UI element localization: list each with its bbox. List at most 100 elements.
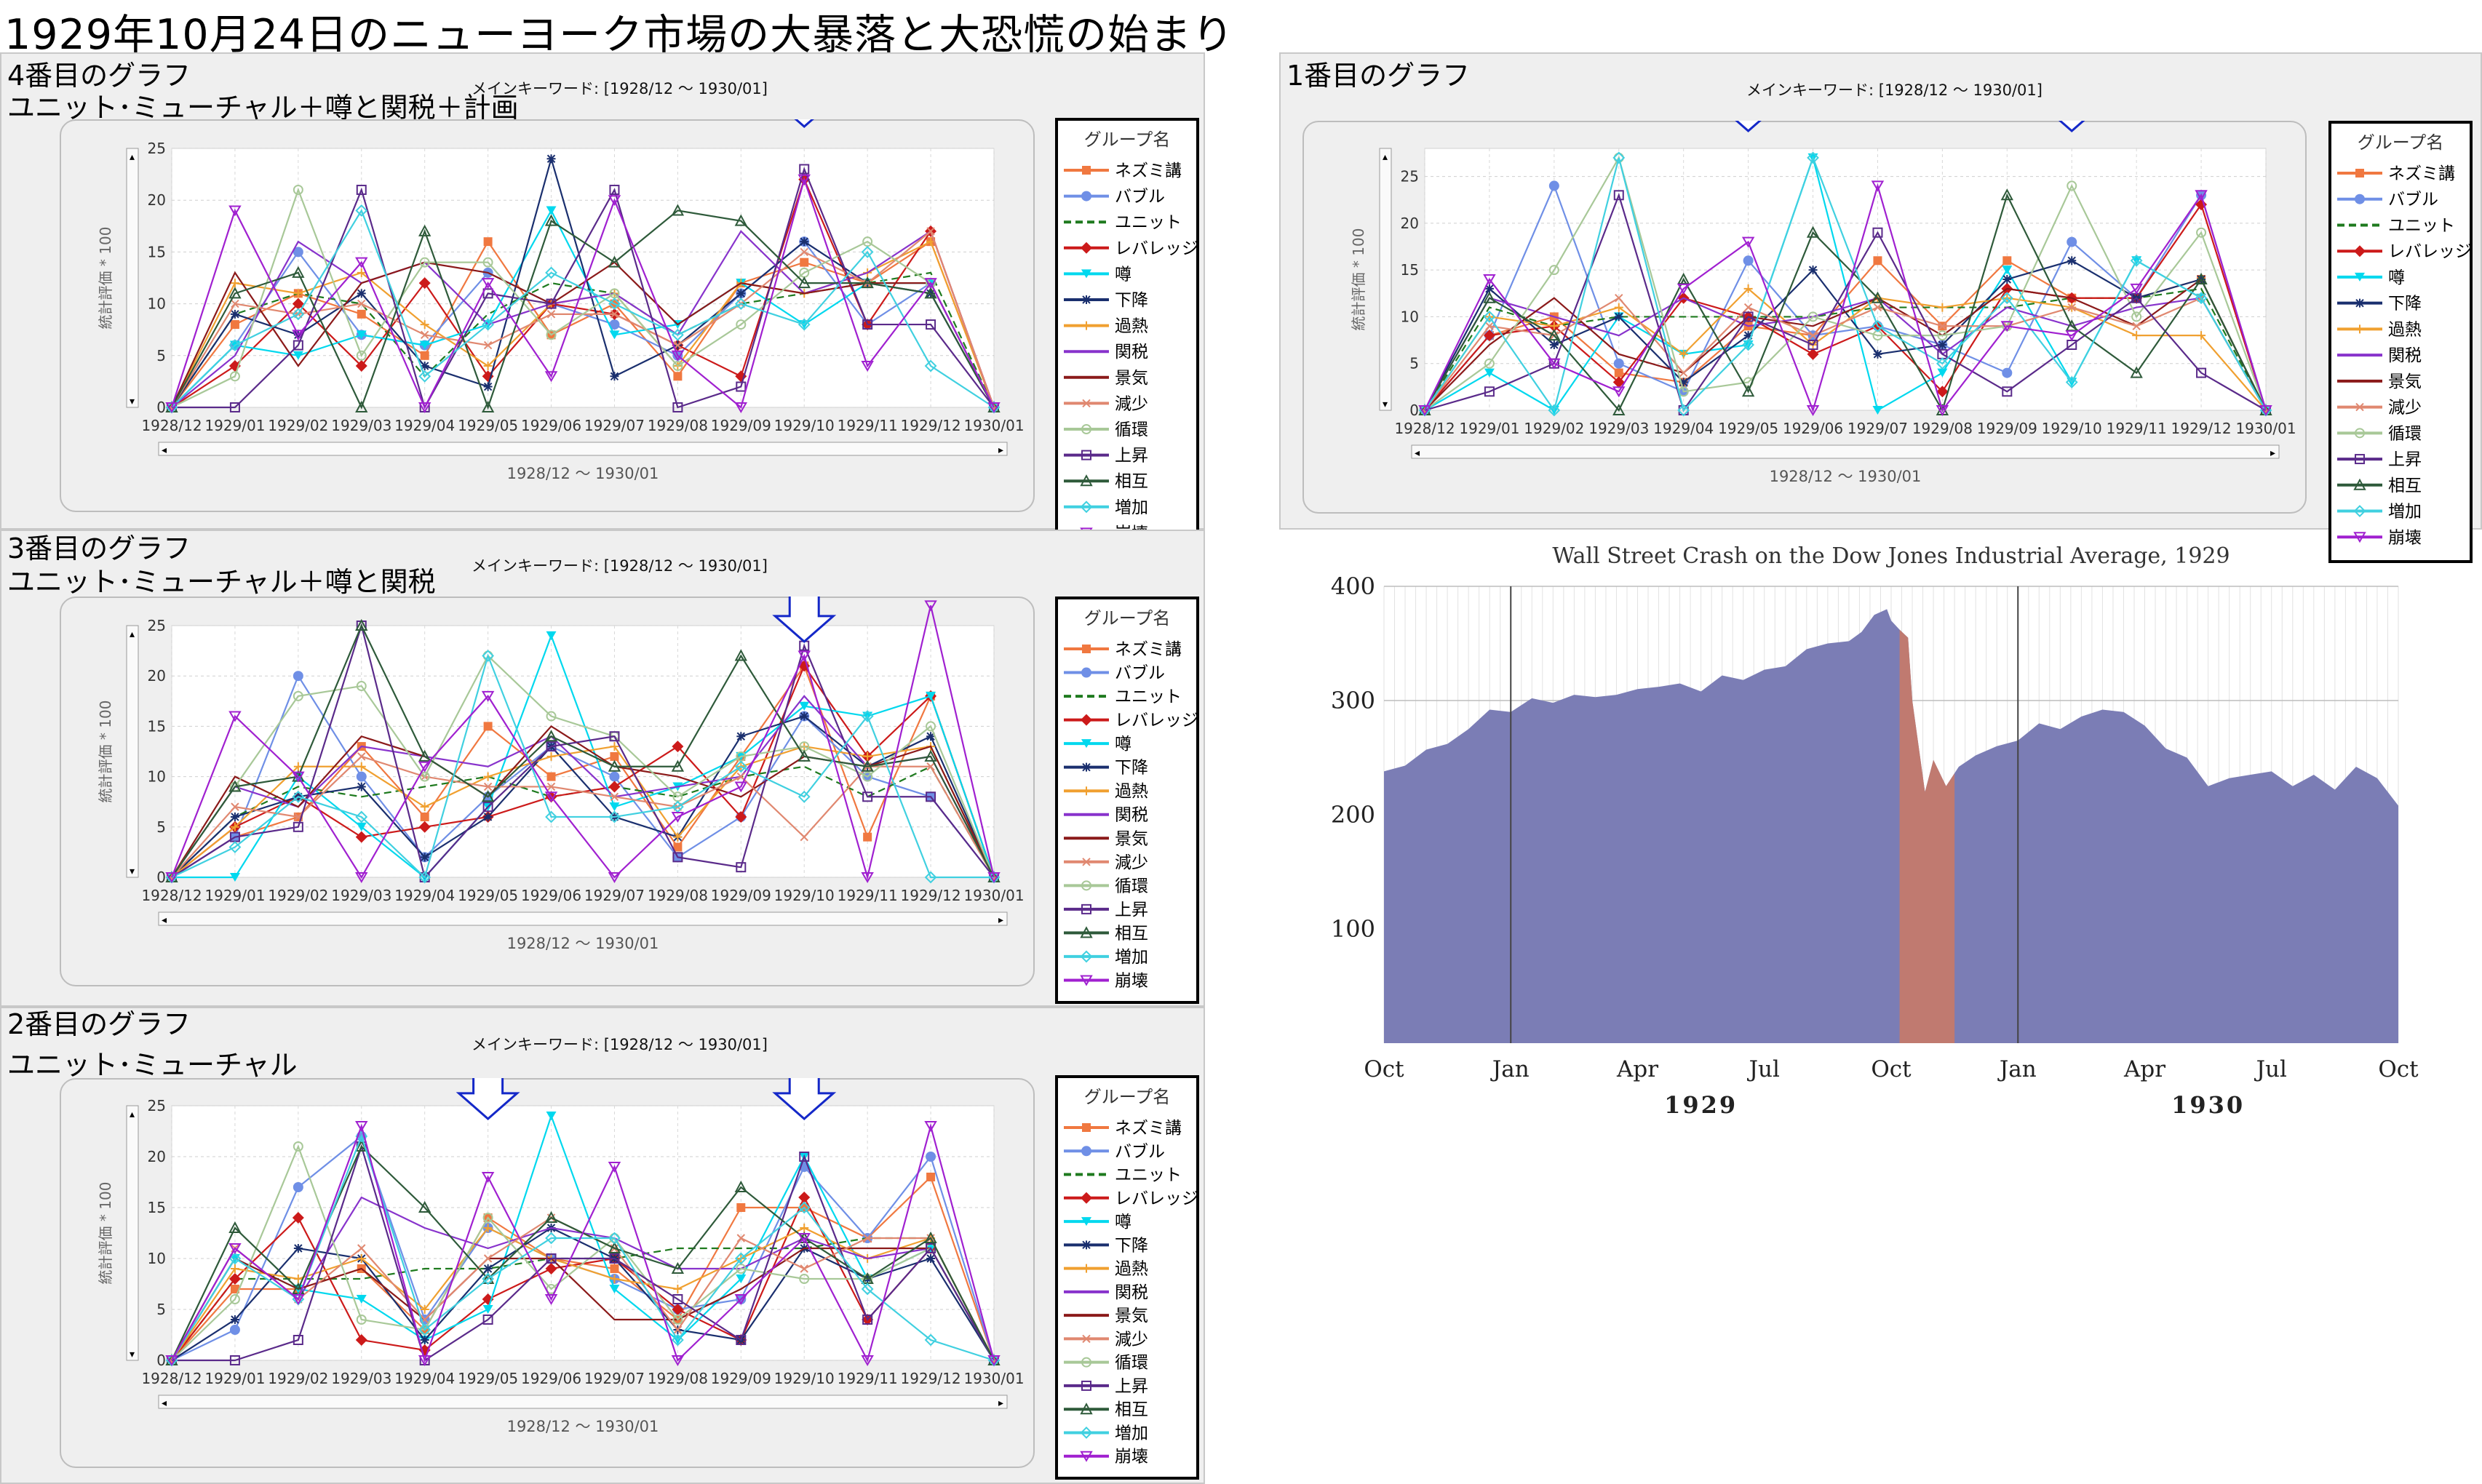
data-point [608,781,621,793]
data-point [483,237,493,247]
data-point [861,872,874,883]
data-point [482,318,495,331]
scroll-right-icon: ▸ [998,914,1003,926]
data-point [799,701,810,711]
scroll-right-icon: ▸ [2270,447,2275,459]
data-point [1679,378,1688,387]
series-line [171,1237,995,1361]
panel-graph-1: 1番目のグラフ メインキーワード: [1928/12 〜 1930/01] 0 5… [1279,52,2482,563]
data-point [736,1203,746,1212]
x-tick-label: 1928/12 [141,887,202,904]
data-point [420,1336,429,1344]
data-point [734,1252,747,1265]
data-point [1742,338,1755,351]
legend-item: 循環 [2337,424,2422,443]
data-point [1806,226,1820,238]
data-point [1082,1123,1091,1132]
series-line [1424,183,2267,413]
series-崩壊 [165,600,1001,883]
data-point [2353,532,2366,543]
data-point [608,1162,621,1173]
data-point [356,330,367,340]
x-tick-label: 1929/05 [458,887,518,904]
legend-label: 下降 [1115,759,1148,778]
x-tick-label: 1929/07 [584,1370,645,1387]
legend-item: 循環 [1064,1354,1148,1373]
legend-item: ネズミ講 [1064,640,1182,659]
data-point [1743,311,1754,322]
scroll-left-icon: ◂ [162,914,167,926]
data-point [228,711,242,722]
series-line [171,1122,995,1363]
data-point [736,862,747,873]
data-point [293,184,303,195]
legend-label: 増加 [1115,498,1148,517]
data-point [357,762,366,771]
data-point [862,791,873,802]
data-point [355,1334,367,1346]
legend-label: レバレッジ [2388,242,2470,261]
data-point [292,790,305,803]
x-tick-label: 1929/02 [268,887,328,904]
x-tick-label: 1929/11 [838,417,898,434]
data-point [165,1355,178,1366]
series-line [1424,156,2267,411]
data-point [483,812,493,821]
data-point [735,810,747,823]
series-関税 [1424,297,2267,411]
data-point [1743,255,1754,266]
series-line [1424,192,2267,412]
data-point [1741,236,1755,248]
data-point [1484,358,1495,369]
data-point [671,350,685,362]
data-point [356,1315,367,1325]
data-point [926,227,935,236]
data-point [293,690,303,701]
legend-label: ユニット [1115,213,1182,232]
data-point [734,1294,748,1305]
y-axis-label: 統計評価 * 100 [97,227,114,330]
data-point [609,731,620,742]
data-point [1872,227,1883,238]
data-point [355,204,368,217]
panel-subtitle: ユニット･ミューチャル＋噂と関税＋計画 [7,92,519,124]
data-point [357,1244,366,1253]
legend-label: ユニット [2388,216,2455,235]
data-point [544,730,558,742]
data-point [987,1355,1001,1366]
y-scrollbar [126,148,139,408]
data-point [1614,303,1623,312]
main-keyword: メインキーワード: [1928/12 〜 1930/01] [472,557,768,575]
series-line [172,1144,995,1362]
year-label: 1929 [1664,1091,1738,1119]
data-point [293,1182,303,1192]
x-tick-label: Jul [2254,1056,2287,1082]
data-point [1082,1264,1091,1273]
x-tick-label: 1929/09 [711,887,771,904]
data-point [545,1263,557,1274]
x-tick-label: Apr [2123,1056,2165,1082]
data-point [861,1282,874,1296]
data-point [609,771,620,782]
data-point [1081,667,1091,678]
legend-label: 上昇 [1115,1377,1148,1396]
data-point [546,631,557,640]
series-line [171,210,995,410]
data-point [1080,500,1093,514]
legend-item: 下降 [1064,1236,1148,1255]
x-tick-label: 1928/12 [141,417,202,434]
series-line [1424,193,2267,412]
series-ユニット [171,1237,995,1361]
y-tick-label: 15 [1401,261,1419,279]
legend-label: 減少 [2388,399,2422,418]
legend-item: バブル [1064,1142,1165,1161]
x-tick-label: 1929/10 [774,417,835,434]
data-point [546,1253,557,1264]
y-tick-label: 0 [156,869,166,886]
data-point [2355,169,2364,177]
data-point [1081,424,1091,434]
series-line [1424,183,2267,411]
data-point [228,780,242,792]
panel-title: 3番目のグラフ [7,532,191,565]
